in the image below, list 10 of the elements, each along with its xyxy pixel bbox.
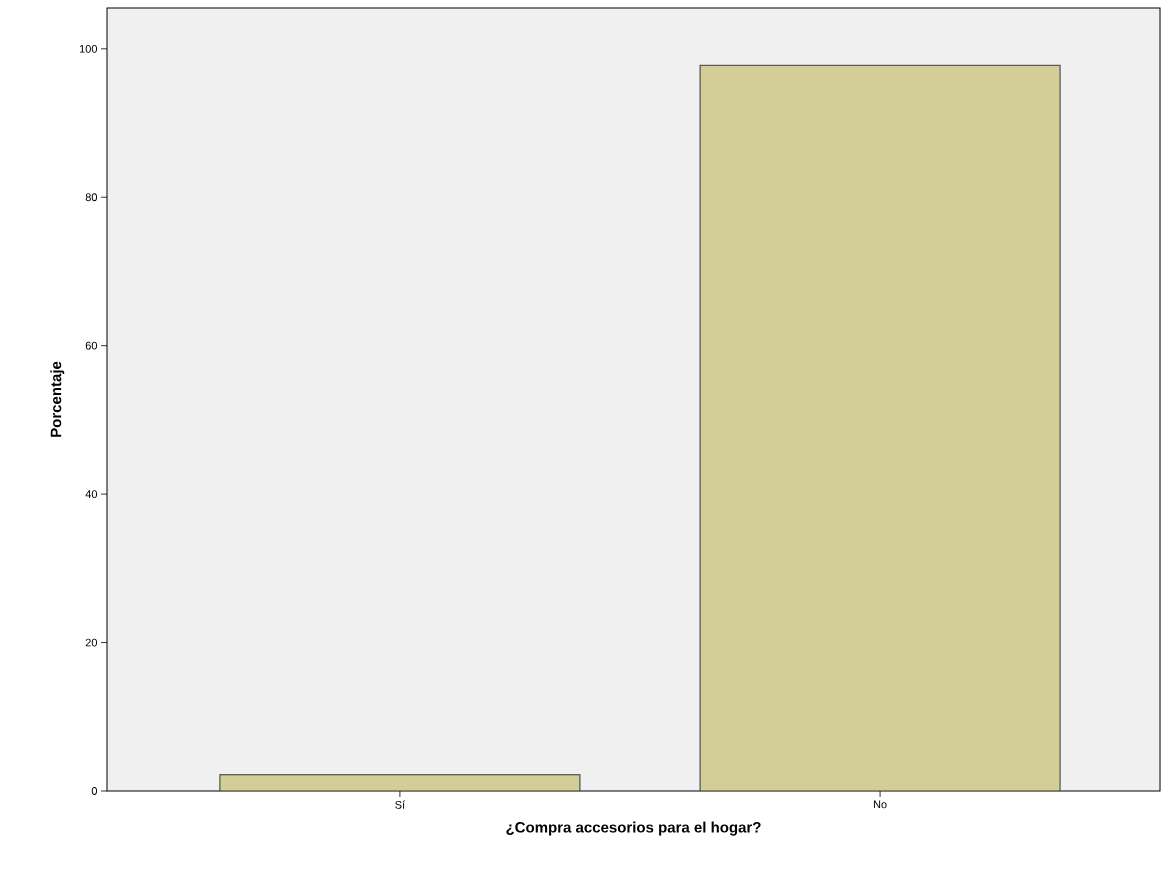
y-tick-label: 80 [85, 193, 98, 202]
y-tick-label: 20 [85, 638, 98, 647]
y-tick-label: 100 [79, 44, 98, 53]
y-axis-title: Porcentaje [50, 361, 65, 437]
x-axis-title: ¿Compra accesorios para el hogar? [506, 821, 761, 836]
x-tick-label: Sí [395, 800, 406, 809]
y-tick-label: 0 [91, 787, 98, 795]
y-tick-label: 60 [85, 341, 98, 350]
y-tick-label: 40 [85, 490, 98, 499]
x-tick-label: No [873, 800, 887, 809]
